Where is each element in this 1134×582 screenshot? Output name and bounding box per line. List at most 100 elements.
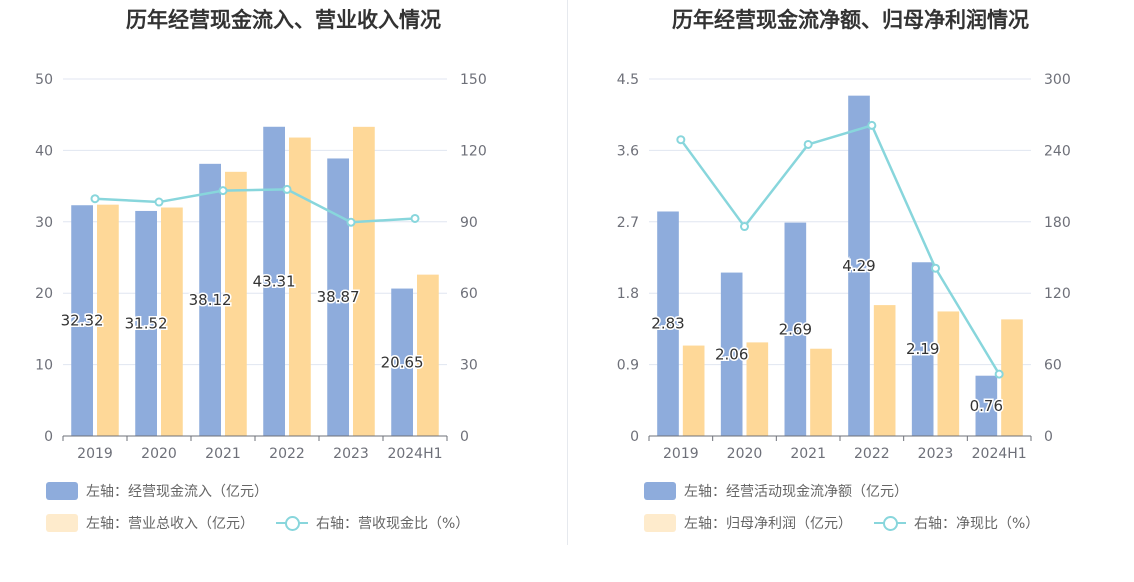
line-point: [740, 222, 749, 232]
line-series: [94, 188, 416, 224]
bar: [810, 348, 832, 436]
right-axis-tick-label: 0: [1044, 429, 1053, 445]
bar: [657, 211, 679, 436]
bar: [135, 210, 157, 436]
x-axis-tick-label: 2021: [790, 446, 826, 462]
bar: [199, 163, 221, 437]
legend-swatch: [644, 482, 676, 500]
legend-item[interactable]: 左轴：营业总收入（亿元）: [46, 513, 254, 533]
legend-item[interactable]: 左轴：经营现金流入（亿元）: [46, 481, 268, 501]
legend-item[interactable]: 右轴：营收现金比（%）: [276, 513, 469, 533]
x-axis-tick-label: 2020: [141, 446, 177, 462]
left-axis-tick-label: 40: [35, 143, 53, 159]
left-axis-tick-label: 0: [630, 429, 639, 445]
bar-data-label: 4.29: [842, 257, 875, 275]
bar: [417, 274, 439, 436]
right-axis-tick-label: 30: [460, 358, 478, 374]
line-point: [803, 139, 813, 149]
left-axis-tick-label: 2.7: [617, 215, 639, 231]
legend-label: 左轴：归母净利润（亿元）: [684, 516, 852, 532]
bar: [97, 204, 119, 436]
legend-row: 左轴：营业总收入（亿元） 右轴：营收现金比（%）: [46, 513, 491, 533]
line-point: [346, 217, 356, 227]
legend-swatch: [46, 482, 78, 500]
right-axis-tick-label: 180: [1044, 215, 1071, 231]
bar: [682, 345, 705, 436]
right-axis-tick-label: 120: [460, 143, 487, 159]
legend-item[interactable]: 左轴：经营活动现金流净额（亿元）: [644, 481, 908, 501]
legend-label: 左轴：营业总收入（亿元）: [86, 516, 254, 532]
bar: [391, 288, 413, 436]
left-axis-tick-label: 0.9: [617, 358, 639, 374]
legend-item[interactable]: 右轴：净现比（%）: [874, 513, 1039, 533]
line-point: [994, 369, 1004, 379]
legend-row: 左轴：经营现金流入（亿元）: [46, 481, 290, 501]
right-axis-tick-label: 60: [460, 286, 478, 302]
line-point: [90, 194, 100, 204]
x-axis-tick-label: 2022: [854, 446, 890, 462]
line-point: [154, 197, 164, 207]
bar-data-label: 2.83: [651, 315, 684, 333]
bar-data-label: 38.12: [189, 291, 232, 309]
bar-data-label: 2.06: [715, 345, 748, 363]
left-axis-tick-label: 4.5: [617, 72, 639, 88]
bar: [911, 262, 934, 436]
x-axis-tick-label: 2021: [205, 446, 241, 462]
line-series: [679, 123, 1001, 375]
bar: [161, 207, 183, 436]
bar-data-label: 38.87: [317, 288, 360, 306]
x-axis-tick-label: 2023: [333, 446, 369, 462]
x-axis-tick-label: 2024H1: [972, 446, 1027, 462]
bar-data-label: 0.76: [970, 397, 1003, 415]
left-axis-tick-label: 3.6: [617, 143, 639, 159]
x-axis-tick-label: 2024H1: [387, 446, 442, 462]
line-point: [676, 135, 686, 145]
bar: [1001, 319, 1023, 436]
x-axis-tick-label: 2020: [727, 446, 763, 462]
chart-plot: 0 0 10 30 20 60 30 90 40 120 50 150 2019 2020 2021 2022…: [35, 72, 487, 462]
bar: [975, 375, 998, 436]
x-axis-tick-label: 2022: [269, 446, 305, 462]
legend-label: 右轴：营收现金比（%）: [316, 516, 470, 532]
legend-label: 左轴：经营活动现金流净额（亿元）: [684, 484, 908, 500]
left-axis-tick-label: 30: [35, 215, 53, 231]
left-axis-tick-label: 10: [35, 358, 53, 374]
legend-swatch: [46, 514, 78, 532]
right-axis-tick-label: 120: [1044, 286, 1071, 302]
chart-title: 历年经营现金流入、营业收入情况: [126, 8, 441, 32]
left-axis-tick-label: 50: [35, 72, 53, 88]
bar-data-label: 32.32: [61, 312, 104, 330]
bar: [848, 95, 870, 436]
x-axis-tick-label: 2019: [77, 446, 113, 462]
right-axis-tick-label: 240: [1044, 143, 1071, 159]
legend-swatch: [644, 514, 676, 532]
legend-item[interactable]: 左轴：归母净利润（亿元）: [644, 513, 852, 533]
bar-data-label: 2.69: [779, 320, 812, 338]
left-axis-tick-label: 0: [44, 429, 53, 445]
line-point: [867, 120, 877, 130]
bar: [353, 126, 375, 436]
x-axis-tick-label: 2019: [663, 446, 699, 462]
panel-divider: [567, 0, 568, 545]
bar-data-label: 31.52: [125, 314, 168, 332]
line-point: [282, 184, 292, 194]
bar: [746, 342, 769, 436]
left-axis-tick-label: 1.8: [617, 286, 639, 302]
bar: [289, 137, 311, 436]
chart-panel-cash-inflow: 历年经营现金流入、营业收入情况 0 0 10 30 20 60 30 90 40 120 50 150…: [35, 8, 491, 533]
right-axis-tick-label: 150: [460, 72, 487, 88]
bar-data-label: 43.31: [253, 272, 296, 290]
right-axis-tick-label: 90: [460, 215, 478, 231]
bar-data-label: 20.65: [381, 353, 424, 371]
bar: [784, 222, 807, 436]
x-axis-tick-label: 2023: [918, 446, 954, 462]
chart-plot: 0 0 0.9 60 1.8 120 2.7 180 3.6 240 4.5 300 2019 2020 2…: [617, 72, 1071, 462]
chart-title: 历年经营现金流净额、归母净利润情况: [672, 8, 1029, 32]
legend-label: 左轴：经营现金流入（亿元）: [86, 484, 268, 500]
bar: [873, 305, 896, 436]
bar: [71, 205, 93, 436]
bar: [720, 272, 743, 436]
bar: [327, 158, 349, 436]
bar: [263, 126, 285, 436]
bar: [225, 171, 247, 436]
